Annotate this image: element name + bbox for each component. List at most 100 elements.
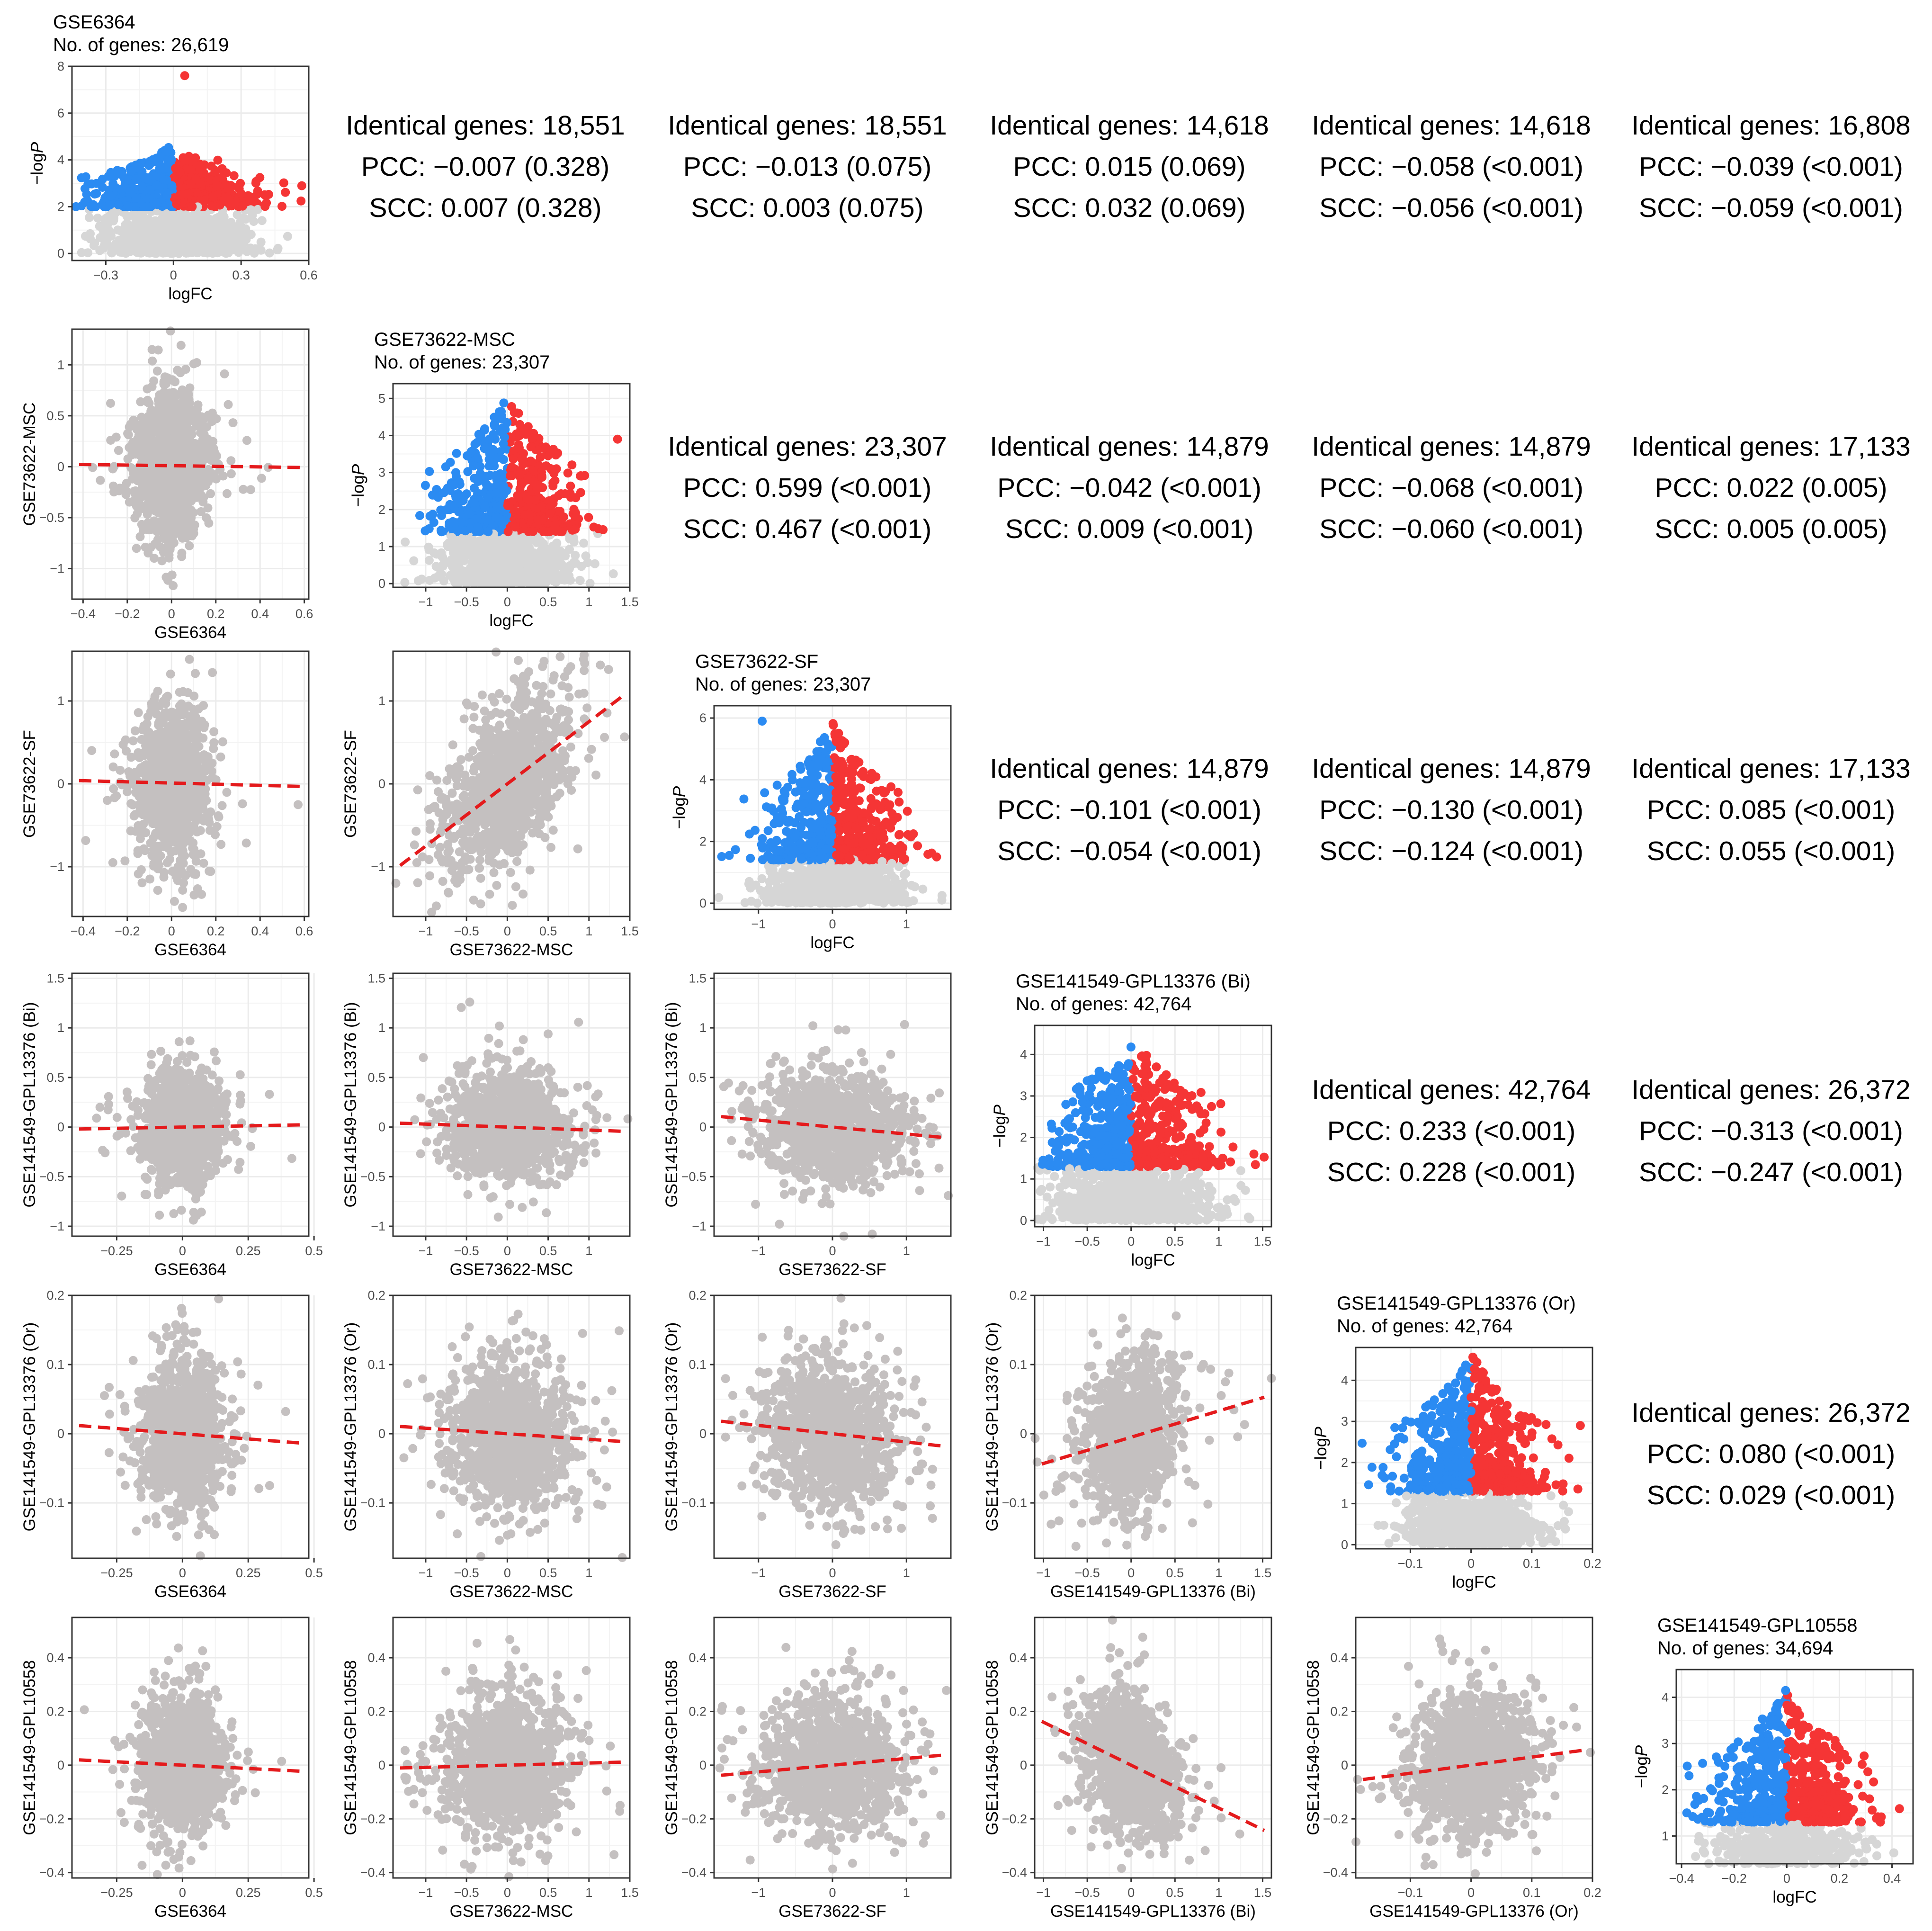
- scatter-2-1-point: [511, 882, 520, 891]
- scatter-2-1-point: [474, 863, 484, 873]
- scatter-2-0-point: [216, 840, 226, 849]
- scatter-2-1-point: [548, 826, 558, 835]
- scatter-1-0-point: [190, 521, 199, 530]
- scatter-2-0-point: [160, 708, 170, 718]
- scatter-2-0-point: [199, 859, 208, 868]
- scatter-1-0-point: [176, 341, 186, 350]
- scatter-1-0-x-tick-label: −0.2: [115, 607, 140, 621]
- scatter-2-1-point: [604, 665, 613, 674]
- scatter-2-1-point: [413, 785, 422, 795]
- scatter-2-1-x-tick-label: −1: [419, 924, 433, 938]
- scatter-1-0-point: [128, 438, 137, 447]
- scatter-2-0-point: [120, 856, 130, 866]
- scatter-1-0-point: [141, 504, 150, 514]
- scatter-3-0-point: [194, 1174, 203, 1183]
- scatter-1-0-y-tick-label: 0.5: [46, 409, 64, 423]
- scatter-2-1-point: [489, 868, 499, 877]
- scatter-2-0-point: [184, 750, 194, 759]
- scatter-2-0-point: [176, 787, 185, 797]
- scatter-1-0-point: [159, 377, 169, 386]
- scatter-2-0-point: [191, 669, 200, 678]
- scatter-3-0-y-tick-label: 0: [57, 1120, 64, 1134]
- scatter-2-0-point: [175, 701, 184, 710]
- scatter-3-0-point: [160, 1067, 169, 1076]
- scatter-2-1-point: [490, 697, 499, 707]
- scatter-1-0-point: [177, 552, 187, 561]
- scatter-2-0-point: [170, 897, 179, 906]
- scatter-3-0-y-tick-label: −1: [50, 1219, 64, 1233]
- scatter-2-1-point: [425, 825, 435, 834]
- scatter-3-0-point: [215, 1076, 224, 1086]
- scatter-3-0-point: [122, 1087, 132, 1097]
- scatter-2-1-point: [561, 723, 571, 732]
- scatter-2-1-point: [455, 847, 464, 856]
- scatter-3-0-point: [199, 1115, 208, 1124]
- scatter-1-0-point: [157, 556, 167, 566]
- scatter-1-0-point: [147, 382, 157, 392]
- scatter-3-0-point: [161, 1186, 170, 1195]
- scatter-2-0-point: [87, 746, 97, 755]
- scatter-3-0-point: [178, 1051, 187, 1060]
- scatter-3-0-point: [235, 1070, 245, 1079]
- scatter-2-0-point: [156, 851, 165, 861]
- scatter-2-0-point: [194, 763, 204, 773]
- scatter-1-0-point: [168, 530, 178, 539]
- scatter-2-1-point: [591, 770, 601, 780]
- scatter-3-0-point: [144, 1082, 153, 1091]
- scatter-2-0-point: [196, 849, 206, 859]
- scatter-1-0-x-tick-label: 0.2: [207, 607, 225, 621]
- scatter-2-0-point: [109, 784, 118, 793]
- scatter-2-1-point: [567, 786, 576, 795]
- scatter-2-1-point: [542, 795, 552, 804]
- scatter-2-1-point: [536, 815, 545, 824]
- scatter-2-0-point: [197, 798, 206, 807]
- scatter-2-1-point: [555, 789, 564, 798]
- scatter-2-1-point: [444, 888, 453, 897]
- scatter-2-1-point: [560, 707, 569, 716]
- scatter-3-1-point: [416, 1093, 426, 1103]
- scatter-3-0-point: [104, 1092, 113, 1101]
- scatter-1-0-point: [156, 542, 165, 552]
- scatter-3-0-point: [146, 1165, 156, 1174]
- scatter-3-0-point: [149, 1148, 158, 1158]
- scatter-2-1-point: [460, 836, 470, 845]
- scatter-3-0-point: [246, 1141, 255, 1151]
- scatter-2-1-point: [548, 675, 558, 685]
- scatter-3-1-point: [518, 1203, 527, 1212]
- scatter-1-0-point: [196, 428, 206, 438]
- scatter-2-1-point: [485, 889, 494, 899]
- scatter-3-0-point: [103, 1105, 113, 1114]
- scatter-2-1-point: [566, 742, 575, 752]
- scatter-1-0-y-tick-label: 1: [57, 358, 64, 372]
- scatter-3-0-point: [183, 1140, 193, 1149]
- scatter-2-1-point: [524, 778, 534, 788]
- scatter-1-0-point: [161, 573, 171, 582]
- scatter-1-0-point: [143, 421, 152, 430]
- scatter-2-1-y-tick-label: 1: [378, 694, 385, 708]
- scatter-1-0-point: [165, 446, 174, 456]
- scatter-2-0-point: [180, 817, 190, 826]
- scatter-3-0-point: [194, 1130, 203, 1140]
- scatter-2-0-point: [163, 692, 172, 701]
- scatter-1-0-point: [123, 454, 133, 464]
- scatter-2-0-point: [157, 810, 166, 820]
- scatter-2-1-point: [515, 831, 524, 840]
- scatter-2-1-point: [519, 719, 528, 728]
- scatter-2-1-point: [467, 845, 477, 854]
- scatter-2-1-point: [541, 700, 550, 709]
- scatter-2-1-point: [519, 889, 528, 899]
- scatter-2-1-point: [427, 907, 436, 917]
- scatter-3-0-point: [161, 1149, 170, 1158]
- scatter-2-1-point: [447, 866, 456, 875]
- scatter-3-0-point: [128, 1102, 137, 1111]
- scatter-2-1-point: [620, 732, 629, 742]
- scatter-2-0-x-axis-label: GSE6364: [154, 941, 226, 959]
- scatter-2-1-point: [476, 757, 486, 767]
- scatter-2-0-point: [196, 754, 205, 764]
- scatter-2-0-point: [150, 695, 159, 704]
- scatter-1-0-x-axis-label: GSE6364: [154, 623, 226, 642]
- scatter-3-1-point: [433, 1137, 442, 1147]
- scatter-2-1-point: [528, 752, 537, 761]
- scatter-2-1-point: [551, 762, 561, 772]
